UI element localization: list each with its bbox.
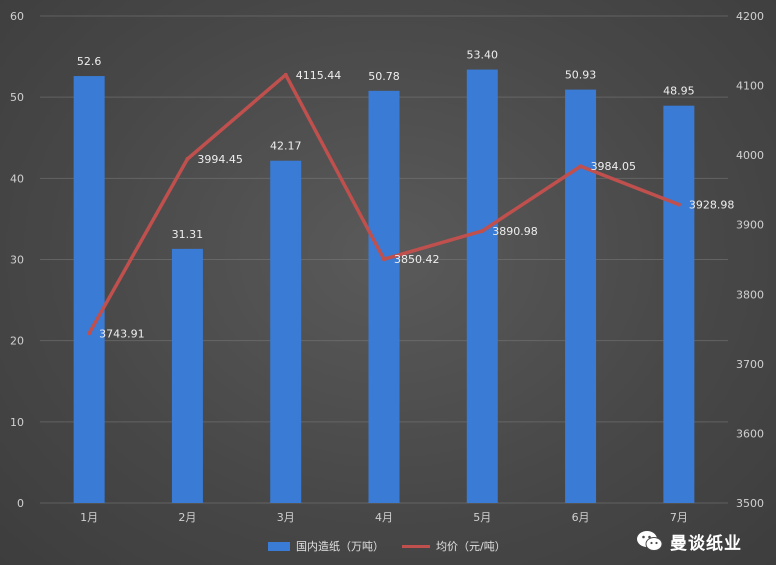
bar	[466, 69, 498, 503]
y-left-tick-label: 50	[10, 91, 24, 104]
wechat-icon	[637, 531, 663, 551]
legend-item-bar[interactable]: 国内造纸（万吨）	[268, 538, 384, 554]
x-tick-label: 1月	[80, 511, 98, 524]
line-data-label: 3850.42	[394, 253, 440, 266]
line-point	[185, 157, 190, 162]
y-left-tick-label: 20	[10, 335, 24, 348]
x-tick-label: 7月	[670, 511, 688, 524]
bar-data-label: 50.93	[565, 69, 597, 82]
line-data-label: 3743.91	[99, 327, 144, 340]
y-right-tick-label: 3600	[736, 427, 764, 440]
y-right-tick-label: 4100	[736, 80, 764, 93]
bar-data-label: 53.40	[467, 49, 499, 62]
y-left-tick-label: 40	[10, 172, 24, 185]
line-point	[676, 202, 681, 207]
y-right-tick-label: 3700	[736, 358, 764, 371]
y-left-tick-label: 60	[10, 10, 24, 23]
legend-item-line[interactable]: 均价（元/吨）	[402, 538, 506, 554]
bar	[663, 105, 695, 504]
x-tick-label: 4月	[375, 511, 393, 524]
watermark: 曼谈纸业	[636, 519, 774, 563]
y-right-tick-label: 3800	[736, 288, 764, 301]
bar	[73, 76, 105, 504]
bar-data-label: 48.95	[663, 85, 695, 98]
bar-data-label: 50.78	[368, 70, 400, 83]
bar	[270, 160, 302, 504]
bar	[171, 248, 203, 503]
bar	[565, 89, 597, 503]
bar-data-label: 52.6	[77, 55, 102, 68]
legend-label-line: 均价（元/吨）	[436, 540, 506, 553]
line-point	[578, 164, 583, 169]
line-data-label: 3928.98	[689, 199, 735, 212]
watermark-text: 曼谈纸业	[670, 533, 742, 554]
line-point	[382, 257, 386, 262]
y-right-tick-label: 4200	[736, 10, 764, 23]
line-data-label: 3984.05	[591, 160, 637, 173]
x-tick-label: 6月	[572, 511, 590, 524]
line-data-label: 3890.98	[492, 225, 538, 238]
y-left-tick-label: 0	[17, 497, 24, 510]
chart-legend: 国内造纸（万吨） 均价（元/吨）	[268, 538, 506, 554]
y-right-tick-label: 4000	[736, 149, 764, 162]
y-left-tick-label: 30	[10, 254, 24, 267]
bar	[368, 90, 400, 503]
bar-data-label: 31.31	[172, 228, 204, 241]
x-tick-label: 5月	[473, 511, 491, 524]
line-data-label: 3994.45	[197, 153, 243, 166]
bar-data-label: 42.17	[270, 140, 302, 153]
legend-swatch-line	[402, 544, 430, 548]
x-tick-label: 3月	[277, 511, 295, 524]
line-point	[87, 331, 92, 336]
y-right-tick-label: 3500	[736, 497, 764, 510]
x-tick-label: 2月	[178, 511, 196, 524]
legend-label-bar: 国内造纸（万吨）	[296, 540, 384, 553]
line-point	[283, 72, 288, 77]
line-data-label: 4115.44	[296, 69, 342, 82]
y-left-tick-label: 10	[10, 416, 24, 429]
legend-swatch-bar	[268, 541, 290, 551]
line-point	[480, 228, 485, 233]
y-right-tick-label: 3900	[736, 219, 764, 232]
